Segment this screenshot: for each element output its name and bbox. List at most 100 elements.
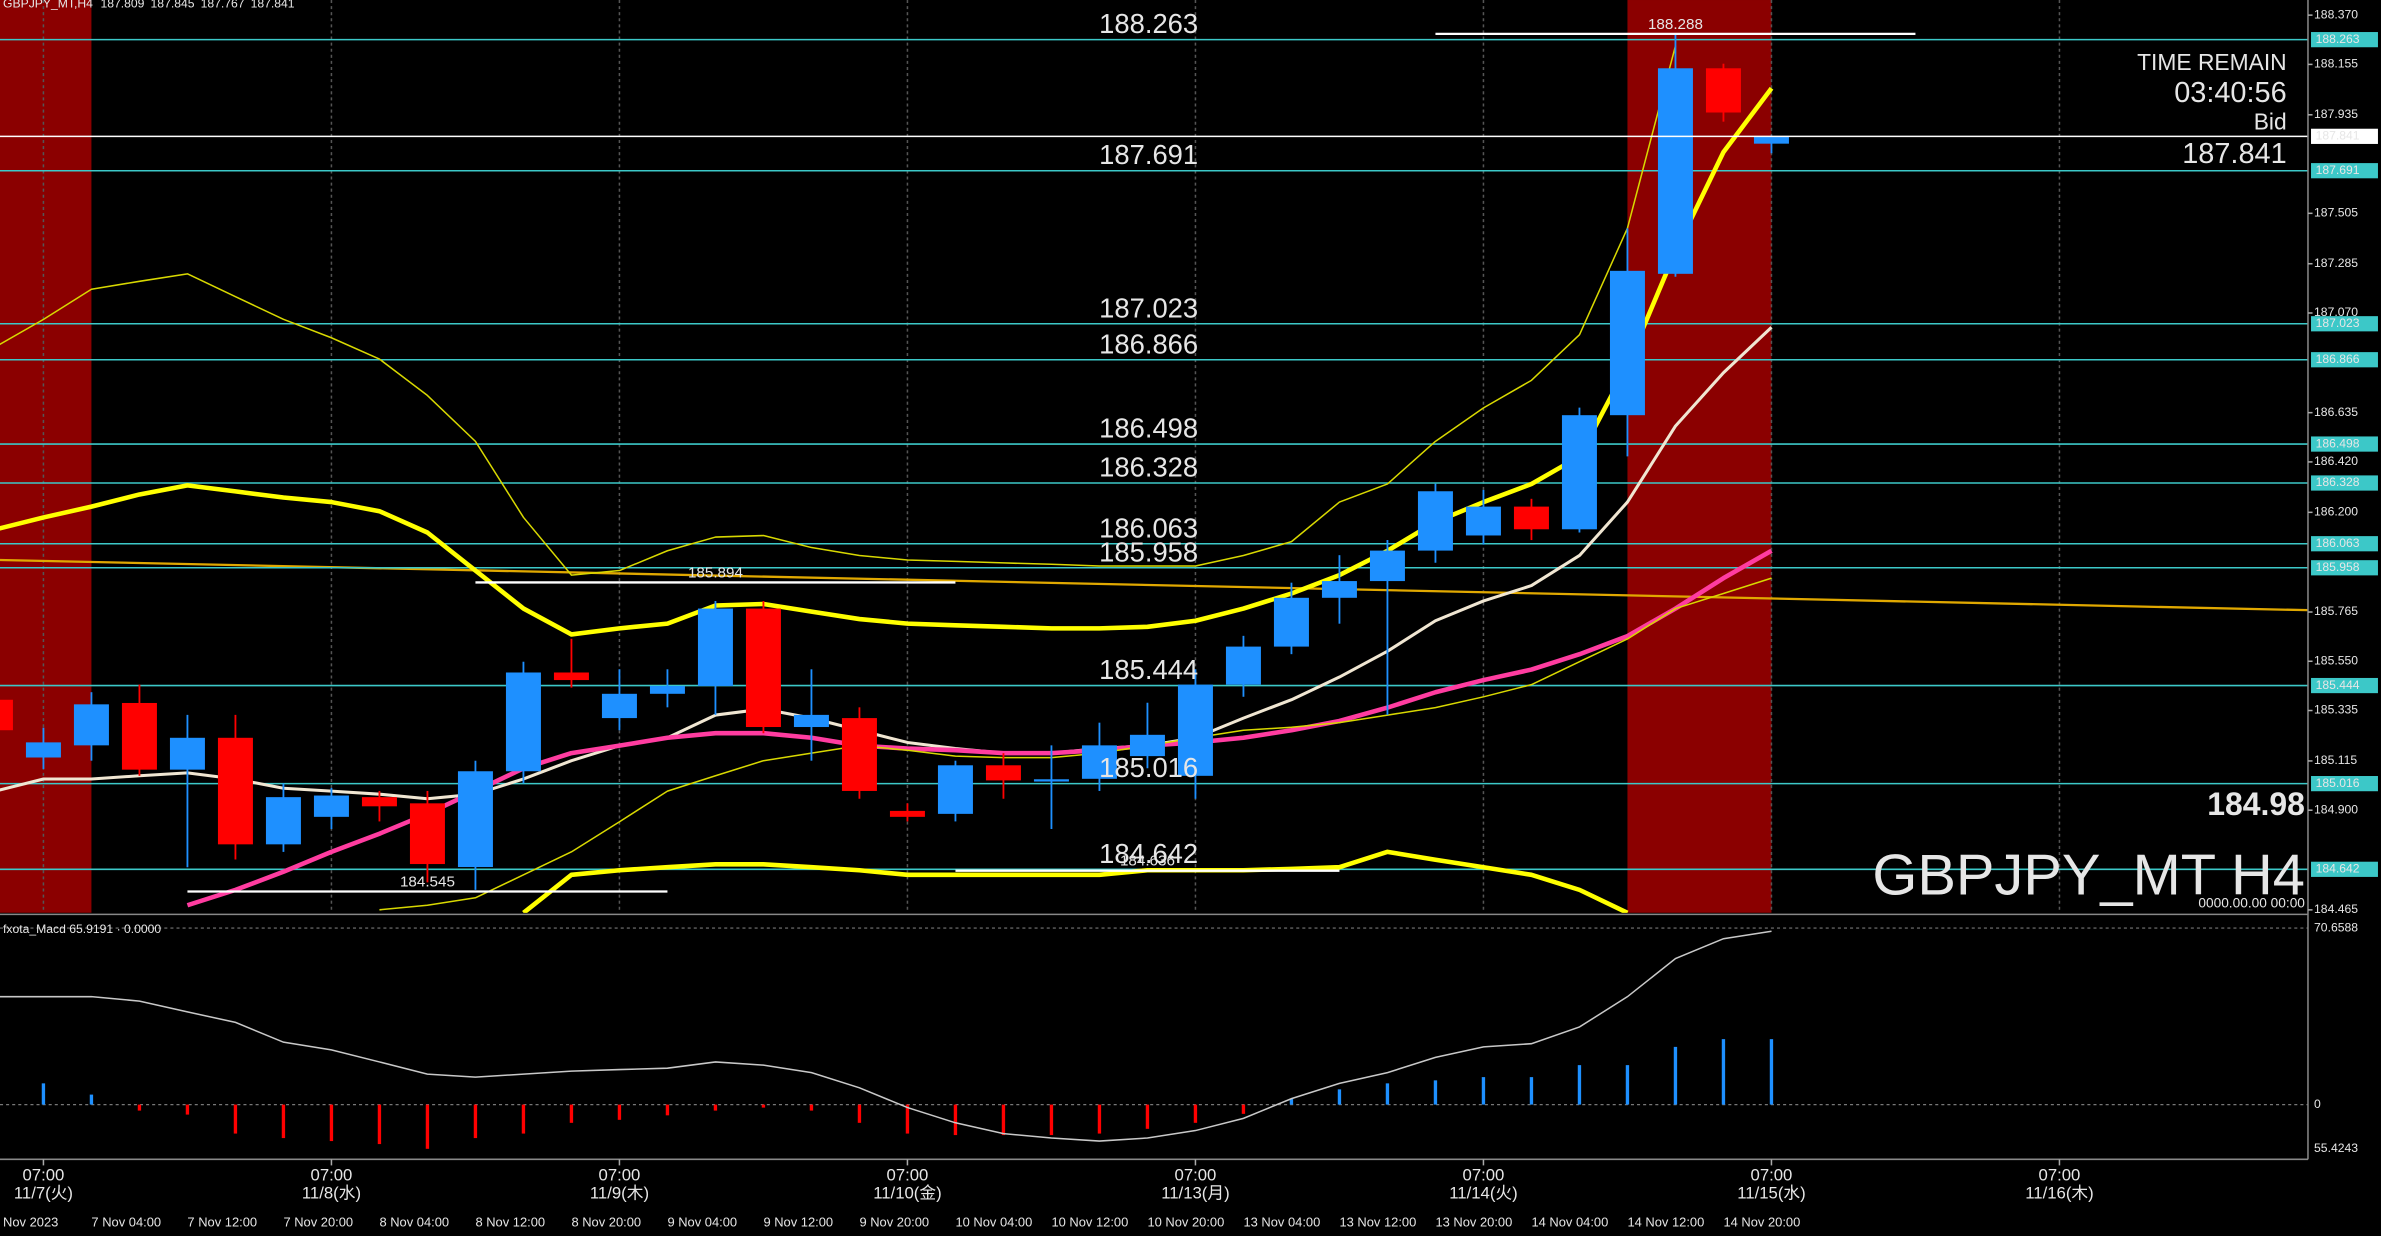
candle-body: [121, 702, 157, 770]
highlight-band: [1627, 0, 1772, 913]
candle-body: [601, 693, 637, 719]
level-box: [2311, 475, 2378, 491]
date-tick-label: 11/9(木): [590, 1184, 649, 1203]
macd-bar: [1289, 1098, 1294, 1105]
open-price: 187.809: [101, 0, 145, 11]
level-box-label: 185.958: [2316, 560, 2360, 574]
x-tick-label: 10 Nov 20:00: [1147, 1215, 1224, 1230]
y-tick-label: 187.935: [2314, 107, 2358, 121]
macd-bar: [41, 1083, 46, 1105]
indicator-line: [186, 548, 1773, 908]
level-box-label: 184.642: [2316, 862, 2360, 876]
y-tick-label: 185.115: [2314, 753, 2357, 767]
macd-bar: [1001, 1104, 1006, 1136]
candle-body: [1657, 68, 1693, 274]
y-tick-label: 70.6588: [2314, 920, 2358, 934]
candle-body: [1417, 491, 1453, 551]
x-tick-label: 10 Nov 04:00: [955, 1215, 1032, 1230]
macd-bar: [1049, 1104, 1054, 1136]
y-tick-label: 185.550: [2314, 653, 2358, 667]
date-tick-label: 11/15(水): [1737, 1184, 1805, 1203]
candle-body: [1753, 136, 1789, 144]
time-tick-label: 07:00: [1751, 1165, 1793, 1184]
time-tick-label: 07:00: [1463, 1165, 1505, 1184]
macd-bar: [713, 1104, 718, 1111]
y-tick-label: 184.465: [2314, 902, 2358, 916]
level-label: 188.263: [1099, 8, 1198, 39]
candle-body: [841, 718, 877, 791]
x-tick-label: 13 Nov 20:00: [1435, 1215, 1512, 1230]
y-tick-label: 186.635: [2314, 405, 2358, 419]
macd-bar: [329, 1104, 334, 1142]
candle-body: [1177, 684, 1213, 776]
level-box-label: 186.063: [2316, 536, 2360, 550]
macd-min-label: 55.4243: [2314, 1141, 2358, 1155]
candle-body: [1321, 581, 1357, 598]
macd-bar: [185, 1104, 190, 1115]
level-label: 187.691: [1099, 139, 1198, 170]
candle-body: [0, 699, 13, 731]
candle-body: [697, 608, 733, 687]
time-remain-label: TIME REMAIN: [2137, 49, 2287, 75]
big-value: 184.98: [2207, 786, 2305, 822]
indicator-line: [522, 849, 1629, 913]
candle-body: [1705, 68, 1741, 113]
level-box-label: 187.023: [2316, 316, 2360, 330]
date-tick-label: 11/13(月): [1161, 1184, 1229, 1203]
candle-body: [25, 742, 61, 758]
macd-bar: [1145, 1104, 1150, 1129]
candle-body: [265, 797, 301, 845]
time-tick-label: 07:00: [23, 1165, 65, 1184]
x-tick-label: 14 Nov 04:00: [1531, 1215, 1608, 1230]
bid-box-label: 187.841: [2316, 129, 2360, 143]
candle-body: [1225, 646, 1261, 685]
macd-title: fxota_Macd 65.9191 · 0.0000: [3, 922, 161, 936]
y-tick-label: 0: [2314, 1097, 2321, 1111]
macd-bar: [1577, 1065, 1582, 1105]
candle-body: [505, 672, 541, 772]
candle-body: [1033, 779, 1069, 782]
level-box: [2311, 861, 2378, 877]
price-mark-label: 184.545: [400, 873, 455, 890]
macd-bar: [1337, 1089, 1342, 1105]
level-box-label: 186.866: [2316, 352, 2360, 366]
macd-bar: [1721, 1039, 1726, 1105]
level-label: 185.016: [1099, 752, 1198, 783]
macd-bar: [1241, 1104, 1246, 1114]
y-tick-label: 186.200: [2314, 505, 2358, 519]
candle-body: [649, 686, 685, 694]
x-tick-label: 14 Nov 12:00: [1627, 1215, 1704, 1230]
macd-bar: [1193, 1104, 1198, 1123]
y-tick-label: 185.335: [2314, 703, 2358, 717]
price-plot: 188.288 185.894 184.545 184.636 188.263 187.6…: [0, 0, 2308, 913]
x-tick-label: 14 Nov 20:00: [1723, 1215, 1800, 1230]
time-remain: 03:40:56: [2174, 77, 2286, 109]
x-tick-label: 10 Nov 12:00: [1051, 1215, 1128, 1230]
macd-bar: [809, 1104, 814, 1111]
x-tick-label: 13 Nov 12:00: [1339, 1215, 1416, 1230]
symbol-header: GBPJPY_MT,H4 187.809 187.845 187.767 187.841: [3, 0, 295, 11]
macd-bar: [761, 1104, 766, 1108]
level-box: [2311, 536, 2378, 552]
level-box: [2311, 352, 2378, 368]
candle-body: [1561, 415, 1597, 530]
candle-body: [409, 803, 445, 865]
level-box: [2311, 560, 2378, 576]
macd-bar: [281, 1104, 286, 1139]
x-tick-label: 13 Nov 04:00: [1243, 1215, 1320, 1230]
candle-body: [553, 672, 589, 681]
price-mark-label: 188.288: [1648, 16, 1703, 33]
indicator-line: [379, 577, 1772, 911]
date-tick-label: 11/10(金): [873, 1184, 941, 1203]
y-tick-label: 184.900: [2314, 802, 2358, 816]
level-box-label: 185.016: [2316, 776, 2360, 790]
macd-bar: [521, 1104, 526, 1134]
bid-price: 187.841: [2182, 138, 2286, 170]
x-tick-label: 7 Nov 12:00: [187, 1215, 257, 1230]
macd-bar: [1433, 1080, 1438, 1105]
level-box: [2311, 776, 2378, 792]
x-tick-label: 7 Nov 04:00: [91, 1215, 161, 1230]
